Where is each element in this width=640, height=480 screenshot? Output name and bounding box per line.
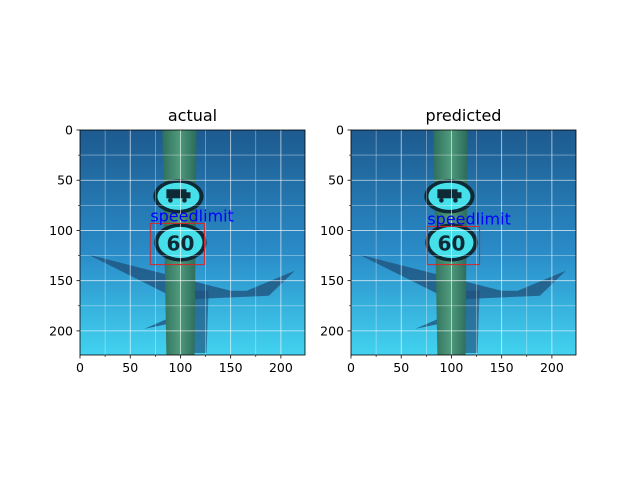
photo-image: 60 — [80, 130, 305, 355]
y-tick-label: 0 — [65, 123, 73, 138]
y-tick-label: 50 — [57, 173, 73, 188]
box-label: speedlimit — [150, 206, 234, 225]
y-tick-label: 150 — [49, 273, 73, 288]
x-tick-label: 100 — [169, 360, 193, 375]
panel-title: predicted — [426, 106, 502, 125]
x-tick-label: 50 — [393, 360, 409, 375]
x-tick-label: 0 — [76, 360, 84, 375]
y-tick-label: 0 — [336, 123, 344, 138]
bounding-box — [426, 225, 481, 266]
x-tick-label: 200 — [540, 360, 564, 375]
y-tick-label: 100 — [49, 223, 73, 238]
y-tick-label: 200 — [49, 323, 73, 338]
x-tick-label: 50 — [122, 360, 138, 375]
x-tick-label: 100 — [440, 360, 464, 375]
box-label: speedlimit — [427, 209, 511, 228]
bounding-box — [149, 222, 206, 266]
y-tick-label: 100 — [320, 223, 344, 238]
x-tick-label: 150 — [490, 360, 514, 375]
y-tick-label: 200 — [320, 323, 344, 338]
axes-frame — [79, 129, 306, 356]
photo-image: 60 — [351, 130, 576, 355]
x-tick-label: 200 — [269, 360, 293, 375]
y-tick-label: 150 — [320, 273, 344, 288]
x-tick-label: 150 — [219, 360, 243, 375]
axes-frame — [350, 129, 577, 356]
panel-title: actual — [168, 106, 217, 125]
x-tick-label: 0 — [347, 360, 355, 375]
y-tick-label: 50 — [328, 173, 344, 188]
